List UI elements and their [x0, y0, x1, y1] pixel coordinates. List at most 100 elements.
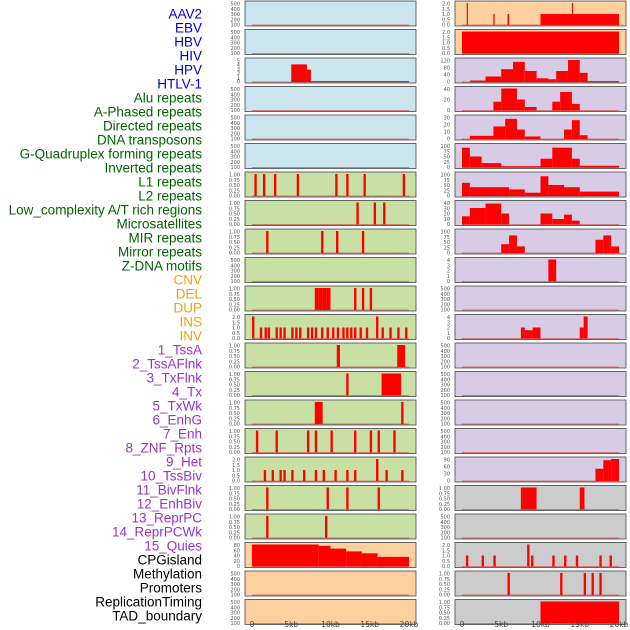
data-bar — [336, 345, 340, 367]
y-tick-label: 500 — [230, 144, 240, 150]
data-bar — [376, 459, 379, 481]
data-bar — [501, 244, 510, 253]
y-tick-label: 10 — [444, 130, 450, 136]
y-tick-label: 0.50 — [229, 440, 240, 446]
y-tick-label: 0 — [237, 564, 240, 570]
data-bar — [356, 202, 359, 225]
data-bar — [361, 288, 365, 310]
data-bar — [275, 430, 278, 453]
y-tick-label: 50 — [444, 155, 450, 161]
track-label: INV — [179, 329, 202, 344]
y-tick-label: 2.0 — [442, 543, 450, 549]
data-bar — [536, 78, 549, 82]
y-tick-label: 75 — [444, 235, 450, 241]
data-bar — [336, 327, 340, 339]
data-bar — [527, 544, 530, 567]
track-label: Alu repeats — [134, 91, 203, 106]
panel-background — [244, 485, 417, 511]
data-bar — [507, 14, 510, 25]
y-tick-label: 300 — [230, 126, 240, 132]
y-tick-label: 0.50 — [229, 525, 240, 531]
y-tick-label: 100 — [440, 450, 450, 456]
y-tick-label: 0.50 — [229, 297, 240, 303]
y-tick-label: 500 — [230, 30, 240, 36]
y-tick-label: 0.0 — [232, 336, 240, 342]
data-bar — [295, 327, 298, 339]
y-tick-label: 0.5 — [232, 331, 240, 337]
y-tick-label: 20 — [444, 212, 450, 218]
data-bar — [571, 220, 580, 225]
data-bar — [252, 544, 319, 567]
y-tick-label: 1.00 — [229, 486, 240, 492]
track-label: 1_TssA — [158, 343, 202, 358]
data-bar — [326, 288, 331, 310]
y-tick-label: 100 — [230, 593, 240, 599]
y-tick-label: 100 — [230, 165, 240, 171]
track-label: Microsatellites — [116, 217, 202, 232]
data-bar — [310, 327, 314, 339]
data-bar — [325, 516, 328, 538]
data-bar — [318, 545, 331, 567]
y-tick-label: 100 — [230, 108, 240, 114]
y-tick-label: 50 — [444, 240, 450, 246]
track-label: HPV — [174, 63, 202, 78]
data-bar — [481, 555, 484, 567]
y-tick-label: 500 — [440, 515, 450, 521]
data-bar — [354, 430, 357, 453]
track-label: 7_Enh — [163, 427, 202, 442]
data-bar — [579, 135, 588, 139]
y-tick-label: 400 — [440, 349, 450, 355]
y-tick-label: 400 — [230, 92, 240, 98]
track-panel: 2.01.51.00.50.0 — [232, 314, 417, 342]
y-tick-label: 300 — [230, 41, 240, 47]
data-bar — [501, 166, 541, 168]
panel-background — [244, 228, 417, 255]
data-bar — [501, 69, 514, 82]
data-bar — [462, 147, 470, 168]
data-bar — [306, 430, 310, 453]
y-tick-label: 400 — [440, 377, 450, 383]
data-bar — [346, 327, 349, 339]
panel-background — [454, 513, 627, 540]
data-bar — [279, 327, 282, 339]
track-label: AAV2 — [168, 7, 202, 22]
data-bar — [579, 165, 619, 168]
data-bar — [611, 459, 619, 481]
data-bar — [587, 81, 619, 82]
data-bar — [556, 71, 568, 82]
track-label: TAD_boundary — [112, 609, 202, 624]
data-bar — [531, 555, 534, 567]
track-label: Methylation — [133, 567, 202, 582]
y-tick-label: 100 — [440, 308, 450, 314]
y-tick-label: 400 — [230, 7, 240, 13]
y-tick-label: 300 — [230, 582, 240, 588]
y-tick-label: 60 — [444, 465, 450, 471]
panel-background — [454, 86, 627, 112]
x-tick-label: 0 — [460, 620, 465, 629]
data-bar — [335, 174, 338, 196]
data-bar — [583, 573, 587, 595]
data-bar — [469, 135, 494, 139]
data-bar — [342, 327, 345, 339]
data-bar — [350, 327, 353, 339]
y-tick-label: 100 — [440, 536, 450, 542]
y-tick-label: 1.00 — [229, 515, 240, 521]
y-tick-label: 75 — [444, 178, 450, 184]
panel-background — [244, 570, 417, 597]
panel-background — [454, 114, 627, 141]
y-tick-label: 40 — [444, 87, 450, 93]
y-tick-label: 0 — [447, 80, 450, 86]
x-axes: 0 5kb 10kb 15kb 20kb 0 5kb 10kb 15kb 20kb — [250, 620, 629, 629]
y-tick-label: 300 — [440, 440, 450, 446]
data-bar — [373, 202, 377, 225]
y-tick-label: 4 — [447, 258, 450, 264]
data-bar — [303, 470, 306, 481]
y-tick-label: 1.0 — [442, 12, 450, 18]
data-bar — [548, 185, 565, 196]
data-bar — [466, 3, 468, 25]
x-tick-label: 15kb — [570, 620, 589, 629]
